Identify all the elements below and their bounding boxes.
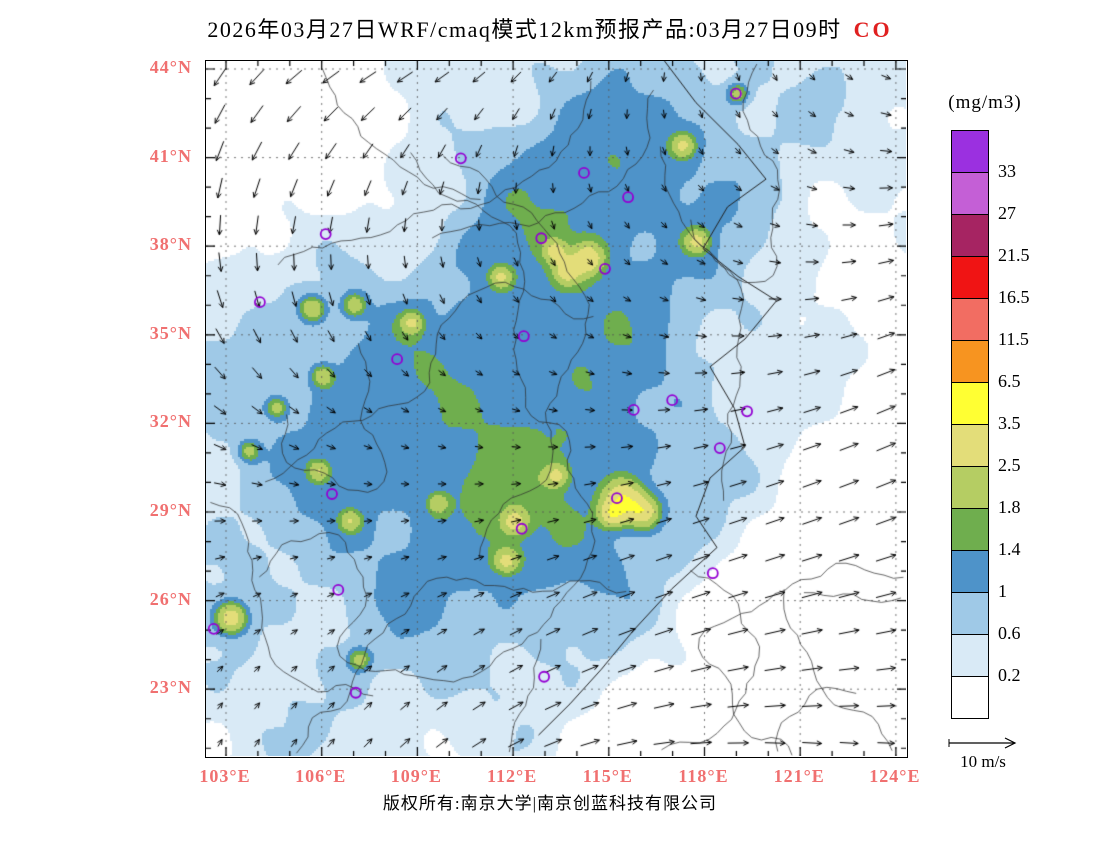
- legend-color-swatch: [951, 634, 989, 677]
- lon-tick-label: 103°E: [199, 766, 251, 786]
- lat-tick-label: 32°N: [149, 411, 192, 432]
- legend-color-swatch: [951, 592, 989, 635]
- lon-tick-label: 115°E: [582, 766, 633, 786]
- wind-scale-label: 10 m/s: [960, 752, 1006, 771]
- lon-tick-label: 124°E: [869, 766, 921, 786]
- lat-tick-label: 44°N: [149, 57, 192, 77]
- wind-scale-arrow-icon: [948, 737, 1017, 749]
- lon-tick-label: 109°E: [390, 766, 442, 786]
- legend-boundary-label: 1.4: [998, 539, 1021, 559]
- lat-tick-label: 38°N: [149, 234, 192, 255]
- legend-colorbar: [951, 130, 989, 719]
- legend-color-swatch: [951, 382, 989, 425]
- legend-color-swatch: [951, 424, 989, 467]
- legend-color-swatch: [951, 676, 989, 719]
- forecast-title-text: 2026年03月27日WRF/cmaq模式12km预报产品:03月27日09时: [207, 17, 842, 42]
- legend-color-swatch: [951, 508, 989, 551]
- lat-tick-label: 29°N: [149, 500, 192, 520]
- lon-tick-label: 106°E: [295, 766, 347, 786]
- latitude-axis: 44°N 41°N 38°N 35°N 32°N 29°N 26°N 23°N: [0, 0, 198, 850]
- legend-boundary-label: 16.5: [998, 287, 1030, 307]
- legend-boundary-label: 6.5: [998, 371, 1021, 391]
- legend-boundary-label: 11.5: [998, 329, 1029, 349]
- legend-boundary-label: 2.5: [998, 455, 1021, 475]
- legend-boundary-label: 21.5: [998, 245, 1030, 265]
- lat-tick-label: 35°N: [149, 322, 192, 343]
- legend-color-swatch: [951, 172, 989, 215]
- species-label: CO: [853, 17, 893, 42]
- legend-boundary-label: 0.6: [998, 623, 1021, 643]
- legend-boundary-label: 1: [998, 581, 1007, 601]
- lon-tick-label: 121°E: [773, 766, 825, 786]
- page-title: 2026年03月27日WRF/cmaq模式12km预报产品:03月27日09时 C…: [0, 12, 1100, 44]
- lat-tick-label: 23°N: [149, 677, 192, 698]
- lat-tick-label: 26°N: [149, 588, 192, 609]
- legend-color-swatch: [951, 298, 989, 341]
- map-plot-area: [205, 60, 908, 758]
- legend-boundary-label: 33: [998, 161, 1016, 181]
- legend-color-swatch: [951, 340, 989, 383]
- legend-units-label: (mg/m3): [948, 92, 1022, 113]
- legend-colorbar-labels: 33 27 21.5 16.5 11.5 6.5 3.5 2.5 1.8 1.4 1 0.6 0.2: [998, 130, 1058, 740]
- lon-tick-label: 118°E: [678, 766, 729, 786]
- legend-boundary-label: 0.2: [998, 665, 1021, 685]
- lat-tick-label: 41°N: [149, 145, 192, 166]
- concentration-map-canvas: [206, 61, 906, 756]
- wind-scale: 10 m/s: [938, 736, 1028, 772]
- legend-boundary-label: 3.5: [998, 413, 1021, 433]
- lon-tick-label: 112°E: [486, 766, 538, 786]
- legend-color-swatch: [951, 256, 989, 299]
- legend-color-swatch: [951, 466, 989, 509]
- legend-color-swatch: [951, 130, 989, 173]
- legend-color-swatch: [951, 550, 989, 593]
- legend-color-swatch: [951, 214, 989, 257]
- legend-boundary-label: 1.8: [998, 497, 1021, 517]
- legend-boundary-label: 27: [998, 203, 1016, 223]
- copyright-text: 版权所有:南京大学|南京创蓝科技有限公司: [382, 794, 718, 813]
